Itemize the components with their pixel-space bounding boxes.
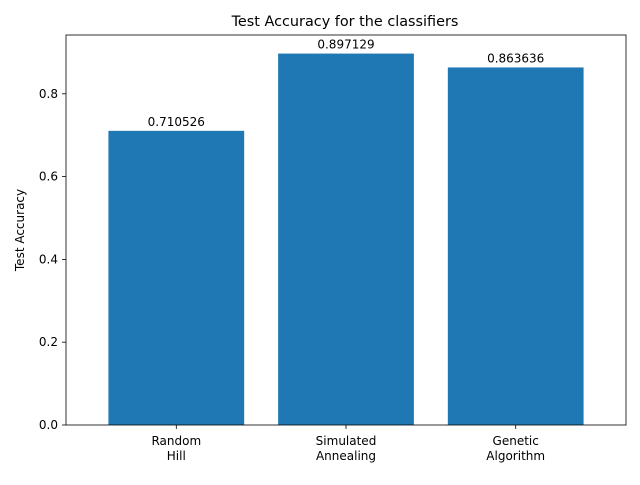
x-tick-label-1-0: Simulated <box>316 434 377 448</box>
y-axis-label: Test Accuracy <box>13 189 27 272</box>
bar-value-label-0: 0.710526 <box>148 115 205 129</box>
bar-value-label-1: 0.897129 <box>317 38 374 52</box>
y-tick-label-0: 0.0 <box>39 418 58 432</box>
x-tick-label-2-0: Genetic <box>493 434 539 448</box>
bar-1 <box>278 53 414 426</box>
bar-2 <box>447 67 584 425</box>
y-tick-label-2: 0.4 <box>39 252 58 266</box>
y-tick-label-1: 0.2 <box>39 335 58 349</box>
x-tick-label-0-1: Hill <box>167 449 186 463</box>
chart-title: Test Accuracy for the classifiers <box>231 14 459 30</box>
x-tick-label-0-0: Random <box>151 434 201 448</box>
plot-area: 0.710526 0.897129 0.863636 0.0 0.2 0.4 0.6 0.8 R… <box>39 34 627 463</box>
y-tick-label-4: 0.8 <box>39 87 58 101</box>
bar-0 <box>108 130 245 425</box>
x-tick-label-1-1: Annealing <box>316 449 376 463</box>
axes-frame <box>65 34 627 426</box>
x-tick-label-2-1: Algorithm <box>486 449 545 463</box>
y-tick-label-3: 0.6 <box>39 170 58 184</box>
bar-value-label-2: 0.863636 <box>487 51 544 65</box>
